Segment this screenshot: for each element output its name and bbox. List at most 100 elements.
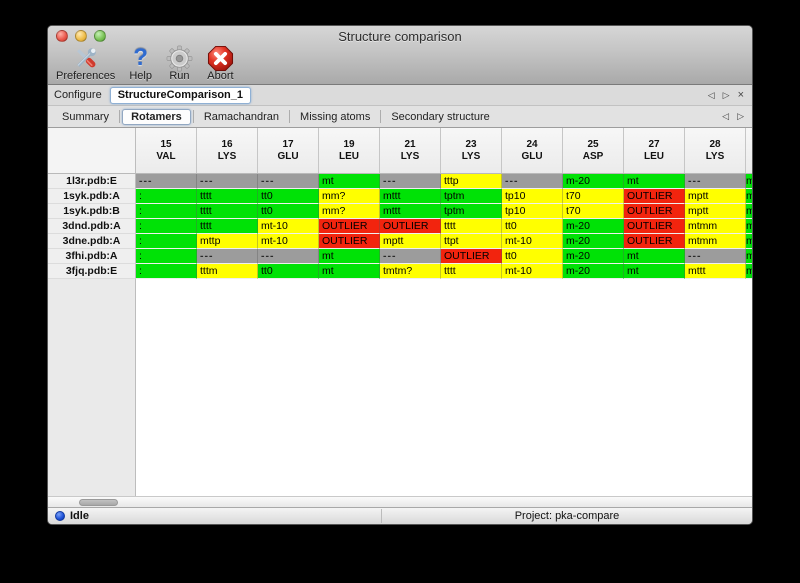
column-header-21[interactable]: 21 LYS	[380, 128, 441, 173]
rotamer-cell-clipped[interactable]: m	[746, 204, 752, 219]
rotamer-cell[interactable]: tttt	[441, 264, 502, 279]
rotamer-cell[interactable]: mt	[624, 264, 685, 279]
rotamer-cell[interactable]: mt-10	[502, 234, 563, 249]
rotamer-cell[interactable]: ---	[197, 249, 258, 264]
row-label[interactable]: 3fhi.pdb:A	[48, 249, 136, 264]
rotamer-cell[interactable]: mm?	[319, 189, 380, 204]
rotamer-cell[interactable]: :	[136, 204, 197, 219]
rotamer-cell[interactable]: :	[136, 189, 197, 204]
rotamer-cell[interactable]: mttt	[380, 189, 441, 204]
rotamer-cell[interactable]: mttt	[685, 264, 746, 279]
rotamer-cell[interactable]: ---	[258, 249, 319, 264]
tab-rotamers[interactable]: Rotamers	[122, 108, 191, 125]
rotamer-cell[interactable]: tttt	[197, 189, 258, 204]
title-bar[interactable]: Structure comparison	[48, 26, 752, 46]
rotamer-cell[interactable]: m-20	[563, 174, 624, 189]
column-header-23[interactable]: 23 LYS	[441, 128, 502, 173]
rotamer-cell[interactable]: tttt	[197, 219, 258, 234]
rotamer-cell[interactable]: mptt	[380, 234, 441, 249]
column-header-19[interactable]: 19 LEU	[319, 128, 380, 173]
tab-ramachandran[interactable]: Ramachandran	[203, 110, 280, 123]
rotamer-cell[interactable]: mt	[319, 174, 380, 189]
column-header-25[interactable]: 25 ASP	[563, 128, 624, 173]
rotamer-cell[interactable]: OUTLIER	[624, 189, 685, 204]
rotamer-cell[interactable]: tmtm?	[380, 264, 441, 279]
rotamer-cell[interactable]: t70	[563, 204, 624, 219]
minimize-window-button[interactable]	[75, 30, 87, 42]
column-header-28[interactable]: 28 LYS	[685, 128, 746, 173]
rotamer-cell[interactable]: m-20	[563, 264, 624, 279]
rotamer-cell[interactable]: m-20	[563, 219, 624, 234]
abort-button[interactable]: Abort	[207, 45, 234, 82]
tab-summary[interactable]: Summary	[62, 110, 110, 123]
close-window-button[interactable]	[56, 30, 68, 42]
rotamer-cell[interactable]: tttt	[441, 219, 502, 234]
row-label[interactable]: 1syk.pdb:B	[48, 204, 136, 219]
rotamer-cell[interactable]: mt	[319, 249, 380, 264]
rotamer-cell[interactable]: ---	[258, 174, 319, 189]
next-configuration-arrow[interactable]: ▷	[722, 89, 730, 100]
rotamer-cell[interactable]: mttp	[197, 234, 258, 249]
rotamer-cell[interactable]: ---	[502, 174, 563, 189]
rotamer-cell[interactable]: ---	[380, 174, 441, 189]
row-label[interactable]: 3fjq.pdb:E	[48, 264, 136, 279]
rotamer-cell-clipped[interactable]: m	[746, 234, 752, 249]
rotamer-cell[interactable]: tt0	[258, 189, 319, 204]
rotamer-cell[interactable]: :	[136, 234, 197, 249]
rotamer-cell[interactable]: mt-10	[502, 264, 563, 279]
close-configuration-icon[interactable]: ×	[737, 88, 744, 101]
rotamer-cell[interactable]: mtmm	[685, 234, 746, 249]
row-label[interactable]: 1l3r.pdb:E	[48, 174, 136, 189]
rotamer-cell[interactable]: OUTLIER	[624, 234, 685, 249]
rotamer-cell[interactable]: tttt	[197, 204, 258, 219]
rotamer-cell[interactable]: ttpt	[441, 234, 502, 249]
rotamer-cell[interactable]: OUTLIER	[380, 219, 441, 234]
rotamer-cell[interactable]: OUTLIER	[441, 249, 502, 264]
rotamer-cell[interactable]: :	[136, 219, 197, 234]
column-header-17[interactable]: 17 GLU	[258, 128, 319, 173]
run-button[interactable]: Run	[166, 45, 193, 82]
rotamer-cell[interactable]: ---	[685, 174, 746, 189]
rotamer-cell[interactable]: m-20	[563, 249, 624, 264]
prev-tab-arrow[interactable]: ◁	[722, 111, 730, 121]
rotamer-cell[interactable]: :	[136, 249, 197, 264]
zoom-window-button[interactable]	[94, 30, 106, 42]
rotamer-cell[interactable]: mt-10	[258, 234, 319, 249]
tab-secondary-structure[interactable]: Secondary structure	[391, 110, 490, 123]
rotamer-cell[interactable]: mt-10	[258, 219, 319, 234]
rotamer-cell-clipped[interactable]: m	[746, 249, 752, 264]
rotamer-cell[interactable]: t70	[563, 189, 624, 204]
rotamer-cell[interactable]: tttm	[197, 264, 258, 279]
rotamer-cell[interactable]: mptt	[685, 189, 746, 204]
rotamer-cell-clipped[interactable]: m	[746, 219, 752, 234]
tab-missing-atoms[interactable]: Missing atoms	[300, 110, 371, 123]
help-button[interactable]: ? Help	[129, 45, 152, 82]
rotamer-cell[interactable]: tp10	[502, 189, 563, 204]
rotamer-cell[interactable]: m-20	[563, 234, 624, 249]
rotamer-cell[interactable]: :	[136, 264, 197, 279]
rotamer-cell-clipped[interactable]: m	[746, 264, 752, 279]
rotamer-cell[interactable]: tttp	[441, 174, 502, 189]
configuration-name-field[interactable]: StructureComparison_1	[109, 86, 252, 104]
row-label[interactable]: 1syk.pdb:A	[48, 189, 136, 204]
column-header-24[interactable]: 24 GLU	[502, 128, 563, 173]
rotamer-cell[interactable]: tptm	[441, 189, 502, 204]
column-header-16[interactable]: 16 LYS	[197, 128, 258, 173]
column-header-27[interactable]: 27 LEU	[624, 128, 685, 173]
horizontal-scrollbar-thumb[interactable]	[79, 499, 118, 506]
row-label[interactable]: 3dnd.pdb:A	[48, 219, 136, 234]
column-header-15[interactable]: 15 VAL	[136, 128, 197, 173]
rotamer-cell[interactable]: tt0	[258, 264, 319, 279]
rotamer-cell[interactable]: mttt	[380, 204, 441, 219]
next-tab-arrow[interactable]: ▷	[737, 111, 744, 121]
horizontal-scrollbar[interactable]	[48, 496, 752, 507]
rotamer-cell[interactable]: mm?	[319, 204, 380, 219]
rotamer-cell[interactable]: OUTLIER	[319, 219, 380, 234]
rotamer-cell[interactable]: tt0	[502, 219, 563, 234]
rotamer-cell[interactable]: mptt	[685, 204, 746, 219]
rotamer-cell[interactable]: ---	[197, 174, 258, 189]
prev-configuration-arrow[interactable]: ◁	[707, 89, 715, 100]
rotamer-cell[interactable]: OUTLIER	[624, 204, 685, 219]
row-label[interactable]: 3dne.pdb:A	[48, 234, 136, 249]
rotamer-cell[interactable]: OUTLIER	[319, 234, 380, 249]
